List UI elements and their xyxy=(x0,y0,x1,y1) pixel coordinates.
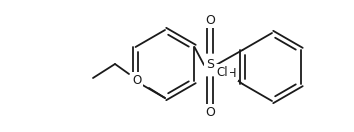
Text: O: O xyxy=(205,13,215,27)
Text: Cl: Cl xyxy=(217,65,228,79)
Text: S: S xyxy=(206,58,214,72)
Text: O: O xyxy=(205,105,215,119)
Text: NH: NH xyxy=(219,67,237,80)
Text: O: O xyxy=(132,74,142,86)
